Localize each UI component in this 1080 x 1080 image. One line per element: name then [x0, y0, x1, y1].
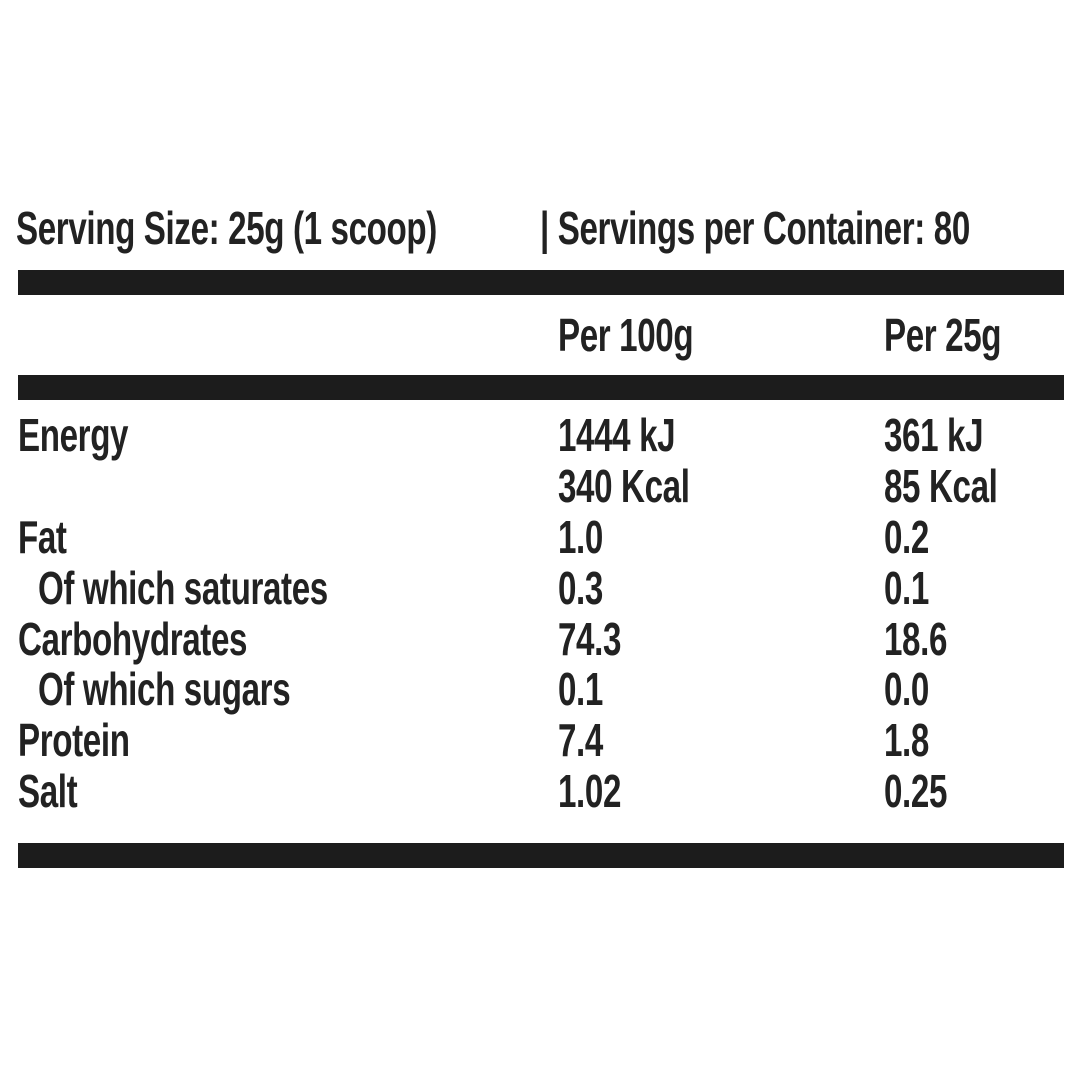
cell-value: 0.25: [884, 765, 948, 817]
column-header: Per 25g: [884, 309, 1002, 361]
row-label: Carbohydrates: [18, 612, 248, 665]
row-label: Of which saturates: [38, 561, 328, 614]
cell-value: 1.0: [558, 511, 603, 563]
row-label: Energy: [18, 409, 129, 461]
divider-bar: [18, 270, 1064, 295]
row-label: Protein: [18, 714, 130, 767]
cell-value: 74.3: [558, 612, 622, 665]
cell-value: 0.1: [884, 561, 929, 614]
divider-bar: [18, 375, 1064, 400]
cell-value: 7.4: [558, 714, 603, 767]
cell-value: 0.2: [884, 511, 929, 563]
column-header: Per 100g: [558, 309, 694, 361]
cell-value: 0.0: [884, 663, 929, 716]
cell-value: 1.8: [884, 714, 929, 767]
cell-value: 85 Kcal: [884, 460, 998, 512]
serving-size: Serving Size: 25g (1 scoop): [16, 202, 437, 254]
cell-value: 0.3: [558, 561, 603, 614]
cell-value: 0.1: [558, 663, 603, 716]
row-label: Salt: [18, 765, 78, 817]
cell-value: 340 Kcal: [558, 460, 690, 512]
cell-value: 18.6: [884, 612, 948, 665]
cell-value: 1444 kJ: [558, 409, 676, 461]
cell-value: 1.02: [558, 765, 622, 817]
cell-value: 361 kJ: [884, 409, 984, 461]
row-label: Of which sugars: [38, 663, 291, 716]
row-label: Fat: [18, 511, 67, 563]
servings-per-container: | Servings per Container: 80: [540, 202, 970, 254]
divider-bar: [18, 843, 1064, 868]
